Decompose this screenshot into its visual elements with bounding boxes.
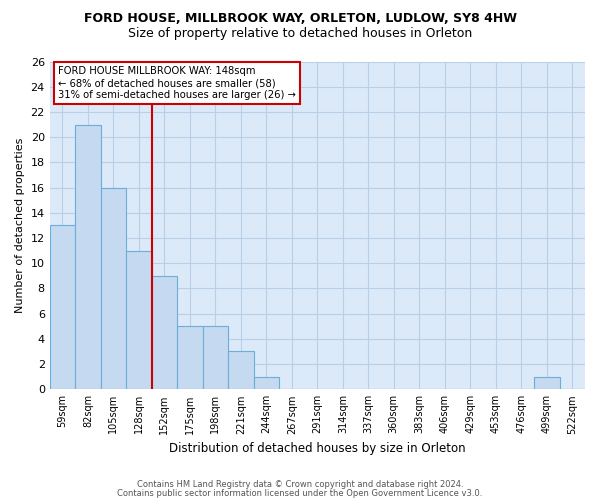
Bar [50,226,75,390]
Bar [203,326,228,390]
Y-axis label: Number of detached properties: Number of detached properties [15,138,25,313]
Text: FORD HOUSE MILLBROOK WAY: 148sqm
← 68% of detached houses are smaller (58)
31% o: FORD HOUSE MILLBROOK WAY: 148sqm ← 68% o… [58,66,296,100]
Text: FORD HOUSE, MILLBROOK WAY, ORLETON, LUDLOW, SY8 4HW: FORD HOUSE, MILLBROOK WAY, ORLETON, LUDL… [83,12,517,26]
Bar [152,276,177,390]
Text: Contains public sector information licensed under the Open Government Licence v3: Contains public sector information licen… [118,488,482,498]
Bar [126,250,152,390]
Bar [228,352,254,390]
Text: Size of property relative to detached houses in Orleton: Size of property relative to detached ho… [128,28,472,40]
Bar [534,376,560,390]
Bar [177,326,203,390]
Text: Contains HM Land Registry data © Crown copyright and database right 2024.: Contains HM Land Registry data © Crown c… [137,480,463,489]
X-axis label: Distribution of detached houses by size in Orleton: Distribution of detached houses by size … [169,442,466,455]
Bar [101,188,126,390]
Bar [75,124,101,390]
Bar [254,376,279,390]
